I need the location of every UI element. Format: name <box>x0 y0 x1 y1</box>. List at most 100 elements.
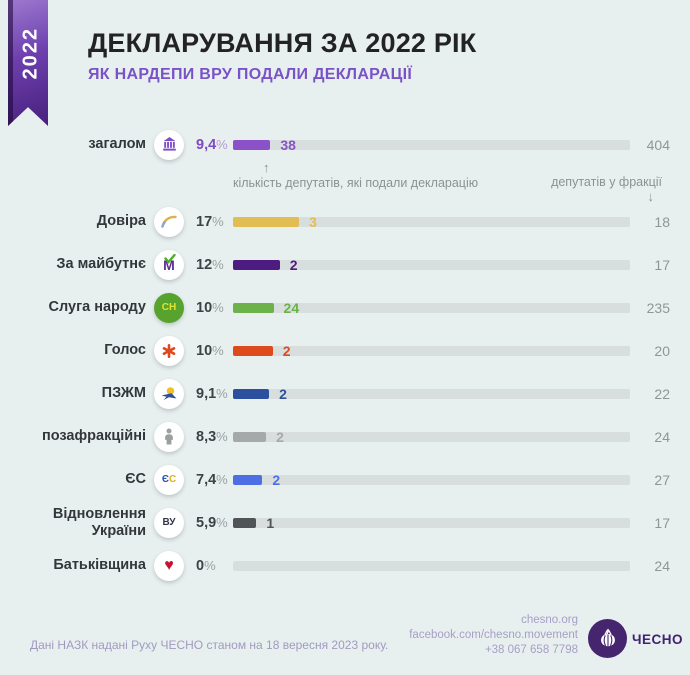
row-total: 235 <box>646 299 670 316</box>
row-total: 24 <box>654 428 670 445</box>
bar-value-label: 24 <box>283 299 300 316</box>
bar-fill <box>233 302 274 313</box>
note-fraction-size: депутатів у фракції ↓ <box>551 175 662 204</box>
row-pct-sign: % <box>216 514 228 530</box>
data-source-note: Дані НАЗК надані Руху ЧЕСНО станом на 18… <box>30 638 389 652</box>
bar-fill <box>233 139 271 150</box>
row-pct-number: 10 <box>196 299 213 316</box>
row-percent: 10% <box>188 300 233 316</box>
bar-track: 2 <box>233 342 630 359</box>
bar-track <box>233 560 630 571</box>
bar-fill <box>233 345 273 356</box>
bar-track: 3 <box>233 213 630 230</box>
row-pct-sign: % <box>212 213 224 229</box>
chesno-garlic-logo-icon <box>588 619 627 658</box>
row-pct-sign: % <box>216 385 228 401</box>
chart-row: Батьківщина ♥ 0% 24 <box>0 544 690 587</box>
nonfaction-person-icon <box>154 421 184 452</box>
chart-row: Голос 10% 2 20 <box>0 329 690 372</box>
chart-row: Відновлення України ВУ 5,9% 1 17 <box>0 501 690 544</box>
year-ribbon: 2022 <box>8 0 48 126</box>
contact-line: facebook.com/chesno.movement <box>409 629 578 641</box>
row-label: Слуга народу <box>48 299 146 316</box>
row-pct-number: 8,3 <box>196 428 217 445</box>
bar-fill <box>233 216 300 227</box>
row-pct-number: 9,4 <box>196 136 217 153</box>
row-percent: 10% <box>188 343 233 359</box>
row-label: ЄС <box>125 471 146 488</box>
row-total: 17 <box>654 514 670 531</box>
bar-value-label: 2 <box>276 428 284 445</box>
row-label: позафракційні <box>41 428 146 445</box>
row-label: загалом <box>88 136 146 153</box>
bar-track: 2 <box>233 428 630 445</box>
note-fraction-label: депутатів у фракції <box>551 175 662 189</box>
bar-value-label: 2 <box>282 342 291 359</box>
row-percent: 12% <box>188 257 233 273</box>
row-pct-sign: % <box>212 299 224 315</box>
row-label: Батьківщина <box>53 557 146 574</box>
note-filed-label: кількість депутатів, які подали декларац… <box>233 176 479 190</box>
chart-row: позафракційні 8,3% 2 24 <box>0 415 690 458</box>
bar-fill <box>233 474 263 485</box>
chart-row: загалом 9,4% 38 404 <box>0 123 690 166</box>
row-pct-sign: % <box>216 136 228 152</box>
bar-track: 2 <box>233 256 630 273</box>
za-maibutnie-check-icon: М <box>154 249 184 280</box>
row-percent: 9,1% <box>188 386 233 402</box>
bar-track: 38 <box>233 136 630 153</box>
contact-line: +38 067 658 7798 <box>484 644 578 656</box>
row-pct-number: 9,1 <box>196 385 217 402</box>
chart-row: ЄС ЄС 7,4% 2 27 <box>0 458 690 501</box>
chesno-logo-text: ЧЕСНО <box>632 632 683 647</box>
bar-value-label: 2 <box>279 385 287 402</box>
row-total: 22 <box>654 385 670 402</box>
bar-track: 1 <box>233 514 630 531</box>
parliament-building-icon <box>154 129 184 160</box>
row-total: 24 <box>654 557 670 574</box>
row-pct-number: 10 <box>196 342 213 359</box>
pzzhm-bird-icon <box>154 378 184 409</box>
bar-value-label: 3 <box>309 213 317 230</box>
row-total: 27 <box>654 471 670 488</box>
row-percent: 17% <box>188 214 233 230</box>
row-label: Відновлення України <box>52 506 146 539</box>
sluha-narodu-badge-icon: СН <box>154 292 184 323</box>
holos-asterisk-icon <box>154 335 184 366</box>
bar-value-label: 2 <box>289 256 298 273</box>
bar-fill <box>233 388 270 399</box>
ribbon-year-label: 2022 <box>19 27 42 80</box>
row-total: 18 <box>654 213 670 230</box>
chart-row: За майбутнє М 12% 2 17 <box>0 243 690 286</box>
contact-links: chesno.org facebook.com/chesno.movement +3… <box>409 613 578 658</box>
contact-line: chesno.org <box>521 614 578 626</box>
note-filed-deputies: ↑ кількість депутатів, які подали деклар… <box>233 161 479 191</box>
row-total: 20 <box>654 342 670 359</box>
row-percent: 0% <box>188 558 233 574</box>
yes-party-icon: ЄС <box>154 464 184 495</box>
row-pct-number: 5,9 <box>196 514 217 531</box>
row-percent: 5,9% <box>188 515 233 531</box>
bar-fill <box>233 431 267 442</box>
row-percent: 8,3% <box>188 429 233 445</box>
row-percent: 7,4% <box>188 472 233 488</box>
row-label: За майбутнє <box>56 256 146 273</box>
bar-track: 2 <box>233 472 630 488</box>
vu-letters-icon: ВУ <box>154 507 184 538</box>
chart-row: Довіра 17% 3 18 <box>0 200 690 243</box>
chart-row: Слуга народу СН 10% 24 235 <box>0 286 690 329</box>
overall-row-slot: загалом 9,4% 38 404 <box>0 123 690 166</box>
bar-track: 24 <box>233 299 630 316</box>
row-pct-number: 0 <box>196 557 205 574</box>
dovira-arc-icon <box>154 206 184 237</box>
row-total: 404 <box>646 136 670 153</box>
bar-value-label: 38 <box>280 136 296 153</box>
row-pct-sign: % <box>216 428 228 444</box>
down-arrow-icon: ↓ <box>647 189 655 204</box>
row-pct-number: 7,4 <box>196 471 217 488</box>
row-label: Довіра <box>96 213 146 230</box>
bar-value-label: 1 <box>266 514 275 531</box>
row-total: 17 <box>654 256 670 273</box>
row-pct-sign: % <box>204 557 216 573</box>
